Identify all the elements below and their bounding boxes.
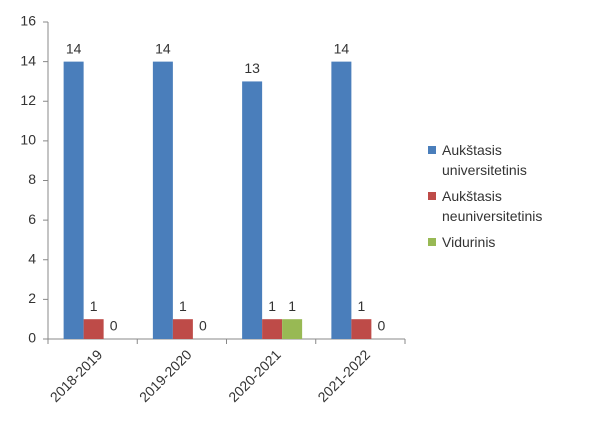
data-label: 1	[288, 298, 296, 314]
legend-swatch	[428, 192, 436, 200]
bar	[351, 319, 372, 339]
data-label: 1	[357, 298, 365, 314]
y-tick-label: 10	[20, 132, 36, 148]
legend-label: Aukštasis universitetinis	[442, 142, 527, 178]
y-tick-label: 6	[28, 211, 36, 227]
bar	[282, 319, 303, 339]
legend-item: Aukštasis neuniversitetinis	[428, 186, 588, 226]
y-tick-label: 8	[28, 171, 36, 187]
x-tick-label: 2020-2021	[225, 346, 284, 405]
legend-swatch	[428, 238, 436, 246]
data-label: 0	[377, 318, 385, 334]
bar	[152, 61, 173, 339]
y-tick-label: 14	[20, 52, 36, 68]
data-label: 14	[334, 40, 350, 56]
x-tick-label: 2019-2020	[136, 346, 195, 405]
legend-swatch	[428, 146, 436, 154]
bar	[331, 61, 352, 339]
x-tick-label: 2021-2022	[314, 346, 373, 405]
data-label: 14	[155, 40, 171, 56]
y-tick-label: 4	[28, 250, 36, 266]
bar	[242, 81, 263, 339]
data-label: 0	[199, 318, 207, 334]
legend-item: Vidurinis	[428, 232, 588, 252]
data-label: 1	[179, 298, 187, 314]
bar	[262, 319, 283, 339]
legend-item: Aukštasis universitetinis	[428, 140, 588, 180]
y-tick-label: 0	[28, 330, 36, 346]
bar	[63, 61, 84, 339]
data-label: 0	[110, 318, 118, 334]
data-label: 1	[268, 298, 276, 314]
y-tick-label: 2	[28, 290, 36, 306]
y-tick-label: 16	[20, 13, 36, 29]
data-label: 13	[244, 60, 260, 76]
data-label: 14	[66, 40, 82, 56]
data-label: 1	[90, 298, 98, 314]
legend-label: Aukštasis neuniversitetinis	[442, 188, 543, 224]
y-tick-label: 12	[20, 92, 36, 108]
bar	[172, 319, 193, 339]
legend: Aukštasis universitetinis Aukštasis neuni…	[428, 140, 588, 258]
bar	[83, 319, 104, 339]
legend-label: Vidurinis	[442, 234, 496, 250]
x-tick-label: 2018-2019	[47, 346, 106, 405]
